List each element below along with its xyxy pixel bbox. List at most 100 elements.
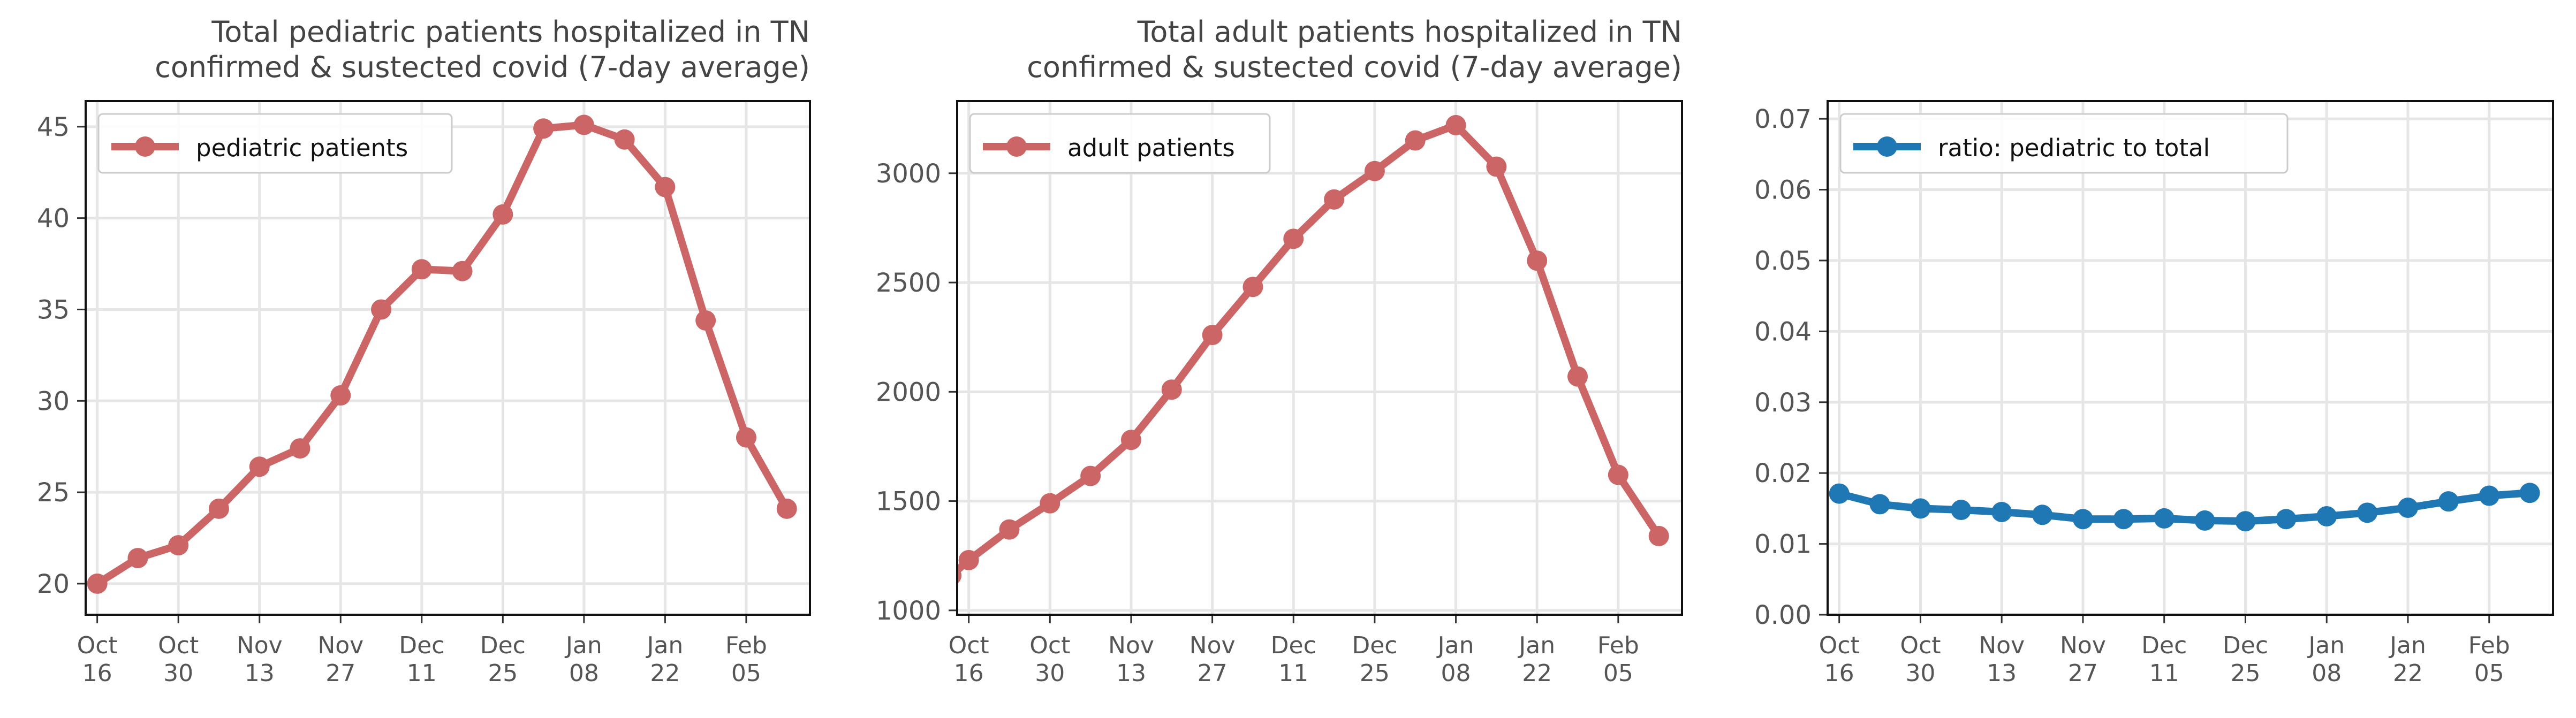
data-point xyxy=(958,549,979,570)
data-point xyxy=(1445,114,1466,135)
data-point xyxy=(2479,485,2499,506)
data-point xyxy=(1283,228,1304,249)
data-point xyxy=(2235,511,2256,532)
data-point xyxy=(614,129,635,150)
data-point xyxy=(1161,379,1182,400)
data-point xyxy=(1405,130,1426,151)
x-tick-label: Dec 11 xyxy=(399,632,444,687)
data-point xyxy=(1951,500,1972,521)
data-point xyxy=(736,427,756,448)
x-tick-label: Nov 27 xyxy=(317,632,363,687)
data-point xyxy=(1527,250,1548,271)
y-tick-label: 40 xyxy=(37,204,70,234)
data-point xyxy=(1202,325,1223,346)
y-tick-label: 35 xyxy=(37,295,70,325)
data-point xyxy=(1829,483,1850,504)
data-point xyxy=(249,456,270,477)
data-point xyxy=(2113,509,2134,530)
data-point xyxy=(1324,189,1345,210)
data-point xyxy=(1486,156,1507,177)
data-point xyxy=(1608,464,1628,485)
data-point xyxy=(168,535,189,556)
axes-frame xyxy=(1827,100,2554,616)
x-tick-label: Feb 05 xyxy=(725,632,767,687)
data-point xyxy=(411,259,432,280)
x-tick-label: Dec 11 xyxy=(2141,632,2187,687)
y-tick-label: 0.02 xyxy=(1754,459,1812,488)
legend: adult patients xyxy=(969,113,1271,174)
legend-box xyxy=(97,113,453,174)
data-point xyxy=(573,114,594,135)
legend-marker xyxy=(135,136,155,157)
axes-frame xyxy=(956,100,1683,616)
data-point xyxy=(1869,494,1890,515)
data-point xyxy=(2438,491,2459,512)
x-tick-label: Jan 08 xyxy=(564,632,602,687)
chart-panel-1: 20 25 30 35 40 45 Oct 16 Oct 30 Nov 13 Nov 27 Dec 11 Dec… xyxy=(37,15,811,687)
x-tick-label: Oct 30 xyxy=(1900,632,1941,687)
x-tick-label: Oct 16 xyxy=(1819,632,1860,687)
data-point xyxy=(957,567,962,584)
series-1 xyxy=(87,114,797,594)
data-point xyxy=(533,118,554,139)
x-tick-label: Feb 05 xyxy=(1597,632,1639,687)
data-point xyxy=(208,498,229,519)
y-tick-label: 30 xyxy=(37,386,70,416)
data-point xyxy=(1648,525,1669,546)
data-point xyxy=(1080,465,1101,486)
data-point xyxy=(127,548,148,569)
y-tick-label: 0.03 xyxy=(1754,388,1812,418)
x-tick-label: Jan 22 xyxy=(1517,632,1555,687)
data-point xyxy=(87,573,108,594)
legend-box xyxy=(1839,113,2289,174)
series-line xyxy=(93,121,791,587)
x-tick-label: Jan 22 xyxy=(2388,632,2426,687)
x-tick-label: Dec 25 xyxy=(480,632,526,687)
series-line xyxy=(1835,489,2534,525)
x-tick-label: Nov 27 xyxy=(2060,632,2106,687)
legend-label: pediatric patients xyxy=(196,134,408,162)
data-point xyxy=(2357,502,2378,523)
data-point xyxy=(776,498,797,519)
y-tick-label: 0.05 xyxy=(1754,246,1812,276)
y-tick-label: 25 xyxy=(37,478,70,508)
x-tick-label: Nov 27 xyxy=(1189,632,1236,687)
legend-label: ratio: pediatric to total xyxy=(1938,134,2210,162)
data-point xyxy=(2072,509,2093,530)
data-point xyxy=(999,519,1020,540)
y-tick-label: 0.04 xyxy=(1754,317,1812,347)
data-point xyxy=(1910,498,1931,519)
axes-frame xyxy=(85,100,811,616)
y-tick-label: 0.07 xyxy=(1754,104,1812,134)
data-point xyxy=(655,177,676,197)
y-tick-label: 0.01 xyxy=(1754,530,1812,560)
data-point xyxy=(452,261,473,281)
y-tick-label: 3000 xyxy=(876,159,941,189)
data-point xyxy=(330,385,351,406)
y-tick-label: 0.06 xyxy=(1754,175,1812,205)
data-point xyxy=(2194,510,2215,531)
series-1 xyxy=(957,114,1669,584)
x-tick-label: Oct 30 xyxy=(158,632,199,687)
chart-title-line: confirmed & sustected covid (7-day avera… xyxy=(155,50,810,84)
legend: ratio: pediatric to total xyxy=(1839,113,2289,174)
chart-panel-2: 1000 1500 2000 2500 3000 Oct 16 Oct 30 Nov 13 Nov 27… xyxy=(876,15,1683,687)
data-point xyxy=(290,438,310,459)
data-point xyxy=(1364,161,1385,181)
y-tick-label: 2500 xyxy=(876,268,941,298)
legend-marker xyxy=(1877,136,1897,157)
data-point xyxy=(1991,502,2012,522)
y-tick-label: 1500 xyxy=(876,487,941,517)
x-tick-label: Feb 05 xyxy=(2468,632,2510,687)
x-tick-label: Nov 13 xyxy=(1108,632,1154,687)
y-tick-label: 20 xyxy=(37,569,70,599)
x-tick-label: Jan 08 xyxy=(2307,632,2345,687)
x-tick-label: Dec 25 xyxy=(2223,632,2268,687)
y-tick-label: 2000 xyxy=(876,377,941,407)
y-tick-label: 1000 xyxy=(876,596,941,626)
y-tick-label: 0.00 xyxy=(1754,600,1812,630)
data-point xyxy=(493,204,513,225)
x-tick-label: Dec 11 xyxy=(1271,632,1316,687)
